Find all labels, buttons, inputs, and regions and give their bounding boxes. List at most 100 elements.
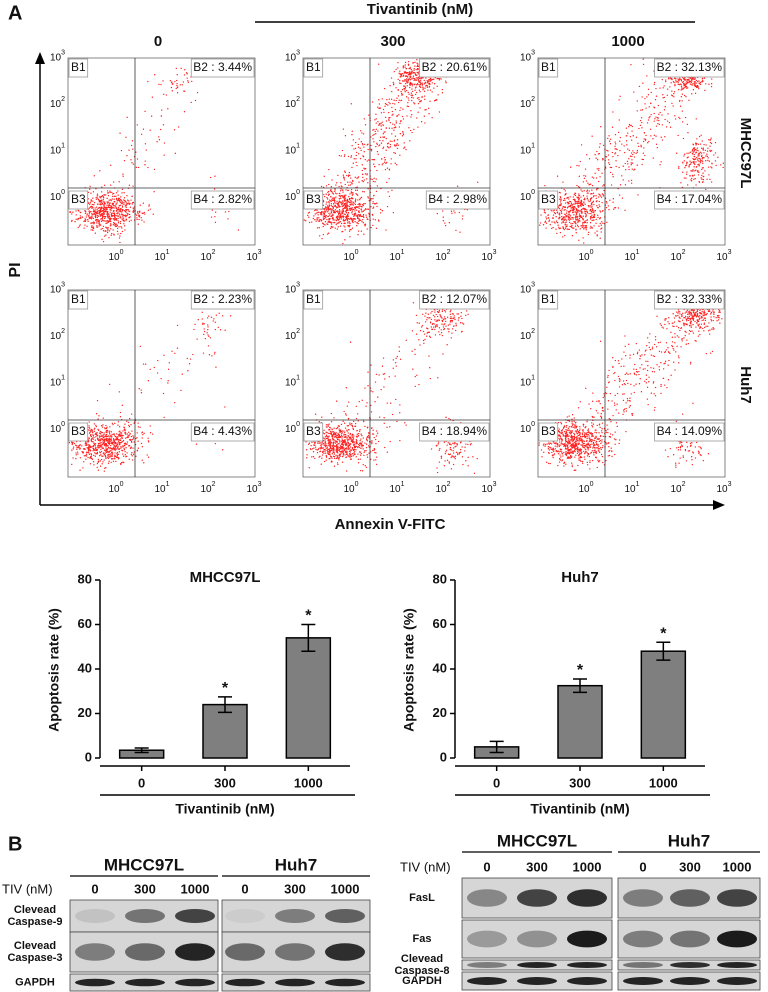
quadrant-text: 32.13% [681, 60, 722, 74]
blot-band [567, 889, 607, 907]
tick-base: 10 [578, 484, 590, 495]
quadrant-text: B4 [193, 192, 208, 206]
tick-label: 102 [435, 481, 450, 495]
dose-header: 300 [380, 33, 405, 50]
tick-label: 103 [285, 49, 300, 63]
tick-exponent: 3 [493, 481, 497, 488]
tick-base: 10 [285, 284, 297, 295]
blot-band [567, 962, 607, 968]
quadrant-box [68, 58, 89, 78]
tick-exponent: 3 [258, 249, 262, 256]
error-bar [218, 696, 232, 714]
tick-base: 10 [50, 284, 62, 295]
quadrant-text: B2 [422, 292, 437, 306]
tick-label: 102 [50, 328, 65, 342]
tick-base: 10 [520, 331, 532, 342]
quadrant-box [68, 290, 89, 310]
group-header: Huh7 [668, 831, 711, 850]
quadrant-text: B1 [306, 60, 321, 74]
tick-base: 10 [285, 145, 297, 156]
quadrant-label: B1 [306, 60, 321, 74]
quadrant-box [538, 190, 559, 210]
quadrant-label: B2 : 32.33% [657, 292, 723, 306]
quadrant-text: : [436, 60, 446, 74]
blot-band [623, 962, 663, 968]
tick-exponent: 3 [61, 281, 65, 288]
quadrant-label: B3 [306, 424, 321, 438]
tick-base: 10 [520, 145, 532, 156]
significance-mark: * [660, 626, 667, 643]
blot-band [75, 978, 115, 987]
tick-exponent: 1 [401, 249, 405, 256]
tick-label: 102 [200, 249, 215, 263]
tick-base: 10 [520, 99, 532, 110]
x-tick-label: 300 [214, 775, 236, 790]
tick-base: 10 [154, 252, 166, 263]
bar [557, 684, 603, 759]
quadrant-box [538, 422, 559, 442]
quadrant-label: B1 [306, 292, 321, 306]
blot-band [225, 908, 265, 924]
dot-cloud [68, 67, 240, 244]
lane-label: 1000 [723, 859, 752, 874]
quadrant-box [190, 422, 255, 442]
quadrant-box [190, 190, 255, 210]
quadrant-text: B3 [306, 424, 321, 438]
tick-label: 102 [285, 328, 300, 342]
tick-exponent: 2 [682, 249, 686, 256]
tick-label: 101 [285, 374, 300, 388]
quadrant-label: B3 [71, 424, 86, 438]
tick-base: 10 [108, 252, 120, 263]
lane-label: 0 [91, 881, 98, 896]
tick-base: 10 [343, 252, 355, 263]
blot-band [275, 943, 315, 961]
quadrant-label: B1 [71, 292, 86, 306]
tick-exponent: 3 [296, 49, 300, 56]
quadrant-label: B4 : 17.04% [657, 192, 723, 206]
lane-label: 0 [483, 859, 490, 874]
quadrant-box [538, 290, 559, 310]
quadrant-text: B2 [657, 292, 672, 306]
tick-base: 10 [670, 484, 682, 495]
tick-base: 10 [389, 252, 401, 263]
quadrant-text: : [671, 292, 681, 306]
blot-band [175, 908, 215, 924]
quadrant-text: : [436, 292, 446, 306]
tick-exponent: 2 [682, 481, 686, 488]
plot-frame [302, 57, 491, 246]
quadrant-label: B3 [541, 424, 556, 438]
row-label: GAPDH [15, 976, 55, 988]
quadrant-label: B2 : 32.13% [657, 60, 723, 74]
tick-base: 10 [520, 424, 532, 435]
tick-base: 10 [343, 484, 355, 495]
tick-label: 100 [343, 249, 358, 263]
y-axis-label: Apoptosis rate (%) [46, 608, 62, 732]
plot-frame [67, 289, 256, 478]
tick-base: 10 [578, 252, 590, 263]
group-header: Huh7 [275, 855, 318, 874]
tick-label: 103 [481, 249, 496, 263]
blot-band [717, 977, 757, 985]
quadrant-box [654, 58, 725, 78]
quadrant-box [419, 422, 490, 442]
tick-exponent: 1 [636, 249, 640, 256]
quadrant-label: B2 : 3.44% [193, 60, 252, 74]
quadrant-text: 18.94% [446, 424, 487, 438]
tick-base: 10 [285, 52, 297, 63]
quadrant-label: B1 [541, 60, 556, 74]
blot-band [467, 889, 507, 907]
tick-label: 100 [520, 189, 535, 203]
tick-label: 100 [108, 481, 123, 495]
dot-cloud [68, 302, 232, 472]
bar [640, 650, 687, 759]
tick-exponent: 3 [531, 281, 535, 288]
blot-band [567, 930, 607, 948]
quadrant-label: B2 : 20.61% [422, 60, 488, 74]
tick-exponent: 2 [212, 249, 216, 256]
tick-exponent: 1 [401, 481, 405, 488]
quadrant-text: : [671, 60, 681, 74]
quadrant-text: B2 [193, 292, 208, 306]
x-axis-label: Annexin V-FITC [335, 516, 446, 533]
tick-base: 10 [670, 252, 682, 263]
row-label: MHCC97L [737, 118, 754, 189]
